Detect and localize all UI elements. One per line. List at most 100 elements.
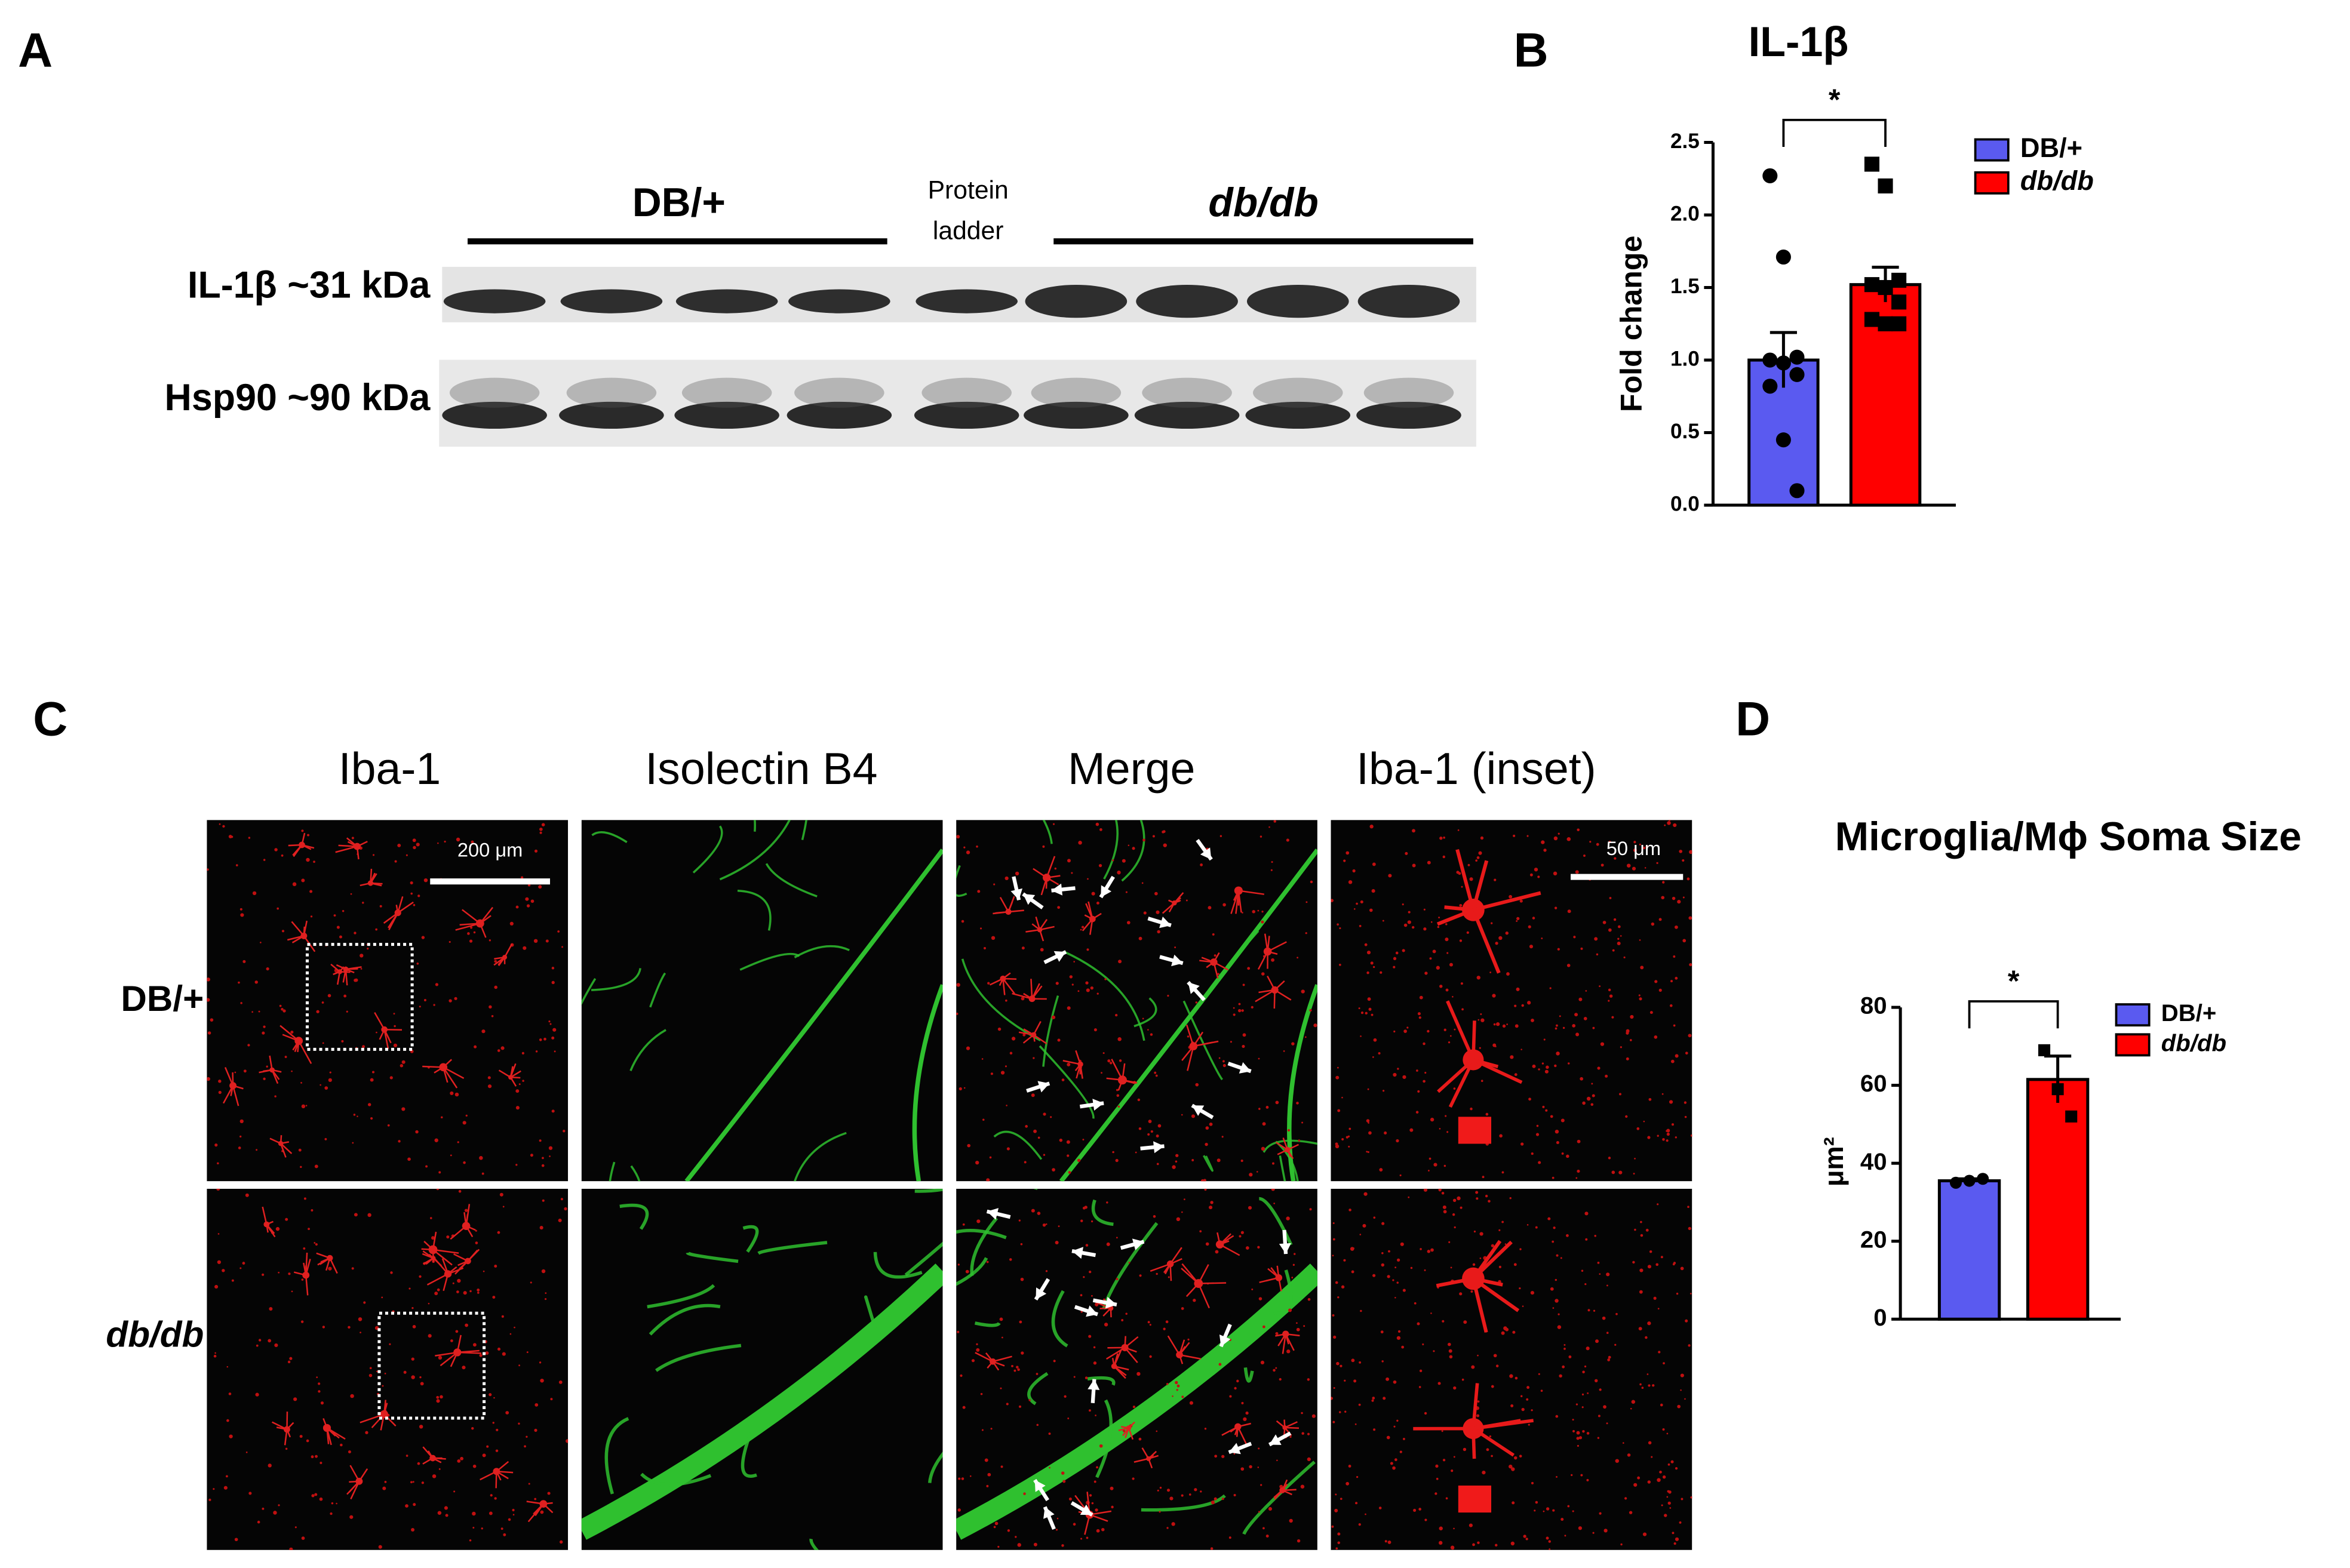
capillary <box>956 865 967 897</box>
bar <box>2026 1078 2090 1321</box>
y-tick-label: 20 <box>1860 1226 1887 1253</box>
speckle <box>278 1504 280 1506</box>
microglia-process <box>262 1206 268 1225</box>
speckle <box>1452 1213 1455 1216</box>
speckle <box>1403 923 1408 927</box>
speckle <box>1668 820 1671 822</box>
microglia-process <box>423 1241 434 1250</box>
speckle <box>1516 920 1518 923</box>
microglia-process <box>443 1066 465 1080</box>
speckle <box>1147 1321 1150 1324</box>
speckle <box>1682 896 1685 899</box>
data-point <box>1977 1173 1989 1185</box>
speckle <box>403 1370 407 1374</box>
speckle <box>1085 1376 1088 1379</box>
arrow-head <box>1010 888 1023 900</box>
speckle <box>1475 1191 1479 1194</box>
microglia-process <box>347 841 358 847</box>
blot-band <box>442 401 547 429</box>
speckle <box>384 1372 386 1375</box>
speckle <box>1494 878 1497 881</box>
speckle <box>1117 871 1121 875</box>
microglia-process <box>1030 979 1033 999</box>
speckle <box>450 1091 454 1096</box>
arrow-head <box>1092 1099 1104 1111</box>
speckle <box>539 828 543 831</box>
speckle <box>1200 863 1203 866</box>
microglia-process <box>432 1231 437 1250</box>
data-point <box>1864 277 1879 293</box>
microglia-process <box>1472 1428 1476 1459</box>
speckle <box>1439 1526 1443 1530</box>
speckle <box>1556 1140 1559 1145</box>
speckle <box>1247 967 1251 970</box>
speckle <box>263 1077 266 1081</box>
microglia-process <box>1089 918 1093 935</box>
speckle <box>217 1233 220 1235</box>
speckle <box>1670 1059 1675 1063</box>
microglia-process <box>1002 978 1015 994</box>
speckle <box>1636 1127 1640 1130</box>
microglia-process <box>1023 992 1033 1000</box>
microglia-process <box>479 906 494 924</box>
speckle <box>416 962 419 965</box>
speckle <box>1589 841 1592 843</box>
speckle <box>1445 1115 1447 1117</box>
speckle <box>1350 1247 1354 1251</box>
microglia-process <box>349 1465 360 1482</box>
speckle <box>530 1154 533 1157</box>
vessel <box>1287 984 1317 1182</box>
speckle <box>348 1326 351 1329</box>
speckle <box>222 1269 225 1272</box>
micrograph <box>1331 820 1692 1182</box>
speckle <box>1419 1369 1423 1373</box>
speckle <box>242 960 246 963</box>
speckle <box>1452 996 1454 998</box>
speckle <box>1366 971 1369 974</box>
speckle <box>1602 921 1606 924</box>
microglia-process <box>383 1413 397 1427</box>
microglia-process <box>1170 1258 1182 1265</box>
microglia-process <box>534 1503 544 1517</box>
speckle <box>1159 1486 1162 1489</box>
speckle <box>336 926 340 929</box>
microglia-process <box>1230 1426 1239 1433</box>
speckle <box>1447 1342 1451 1346</box>
speckle <box>1243 1417 1247 1421</box>
speckle <box>1237 1009 1242 1013</box>
speckle <box>1358 1523 1361 1526</box>
speckle <box>1309 1009 1312 1012</box>
capillary <box>757 1241 828 1255</box>
speckle <box>979 927 982 930</box>
speckle <box>543 1037 546 1041</box>
speckle <box>1273 1369 1276 1372</box>
speckle <box>1095 1415 1096 1416</box>
speckle <box>1372 1056 1374 1058</box>
speckle <box>1384 1131 1387 1135</box>
speckle <box>1348 1209 1351 1212</box>
speckle <box>1689 850 1692 854</box>
data-point <box>1878 178 1893 193</box>
speckle <box>477 1292 480 1294</box>
blot-band <box>1245 401 1351 429</box>
speckle <box>1388 874 1392 878</box>
speckle <box>331 1502 334 1505</box>
data-point <box>1775 249 1791 265</box>
speckle <box>1309 1208 1312 1211</box>
speckle <box>1009 1052 1013 1055</box>
speckle <box>1673 823 1677 828</box>
speckle <box>240 913 244 917</box>
speckle <box>1542 1105 1545 1108</box>
microglia-process <box>1437 1058 1474 1093</box>
microglia-process <box>1164 1263 1171 1275</box>
microglia-process <box>450 1352 458 1367</box>
speckle <box>434 1138 438 1143</box>
speckle <box>1649 1011 1653 1014</box>
speckle <box>1436 1477 1439 1480</box>
speckle <box>1061 1078 1065 1081</box>
speckle <box>1582 1370 1585 1374</box>
speckle <box>293 1397 297 1401</box>
microglia-process <box>349 1480 360 1483</box>
speckle <box>354 1213 358 1217</box>
microglia-process <box>1033 868 1047 878</box>
